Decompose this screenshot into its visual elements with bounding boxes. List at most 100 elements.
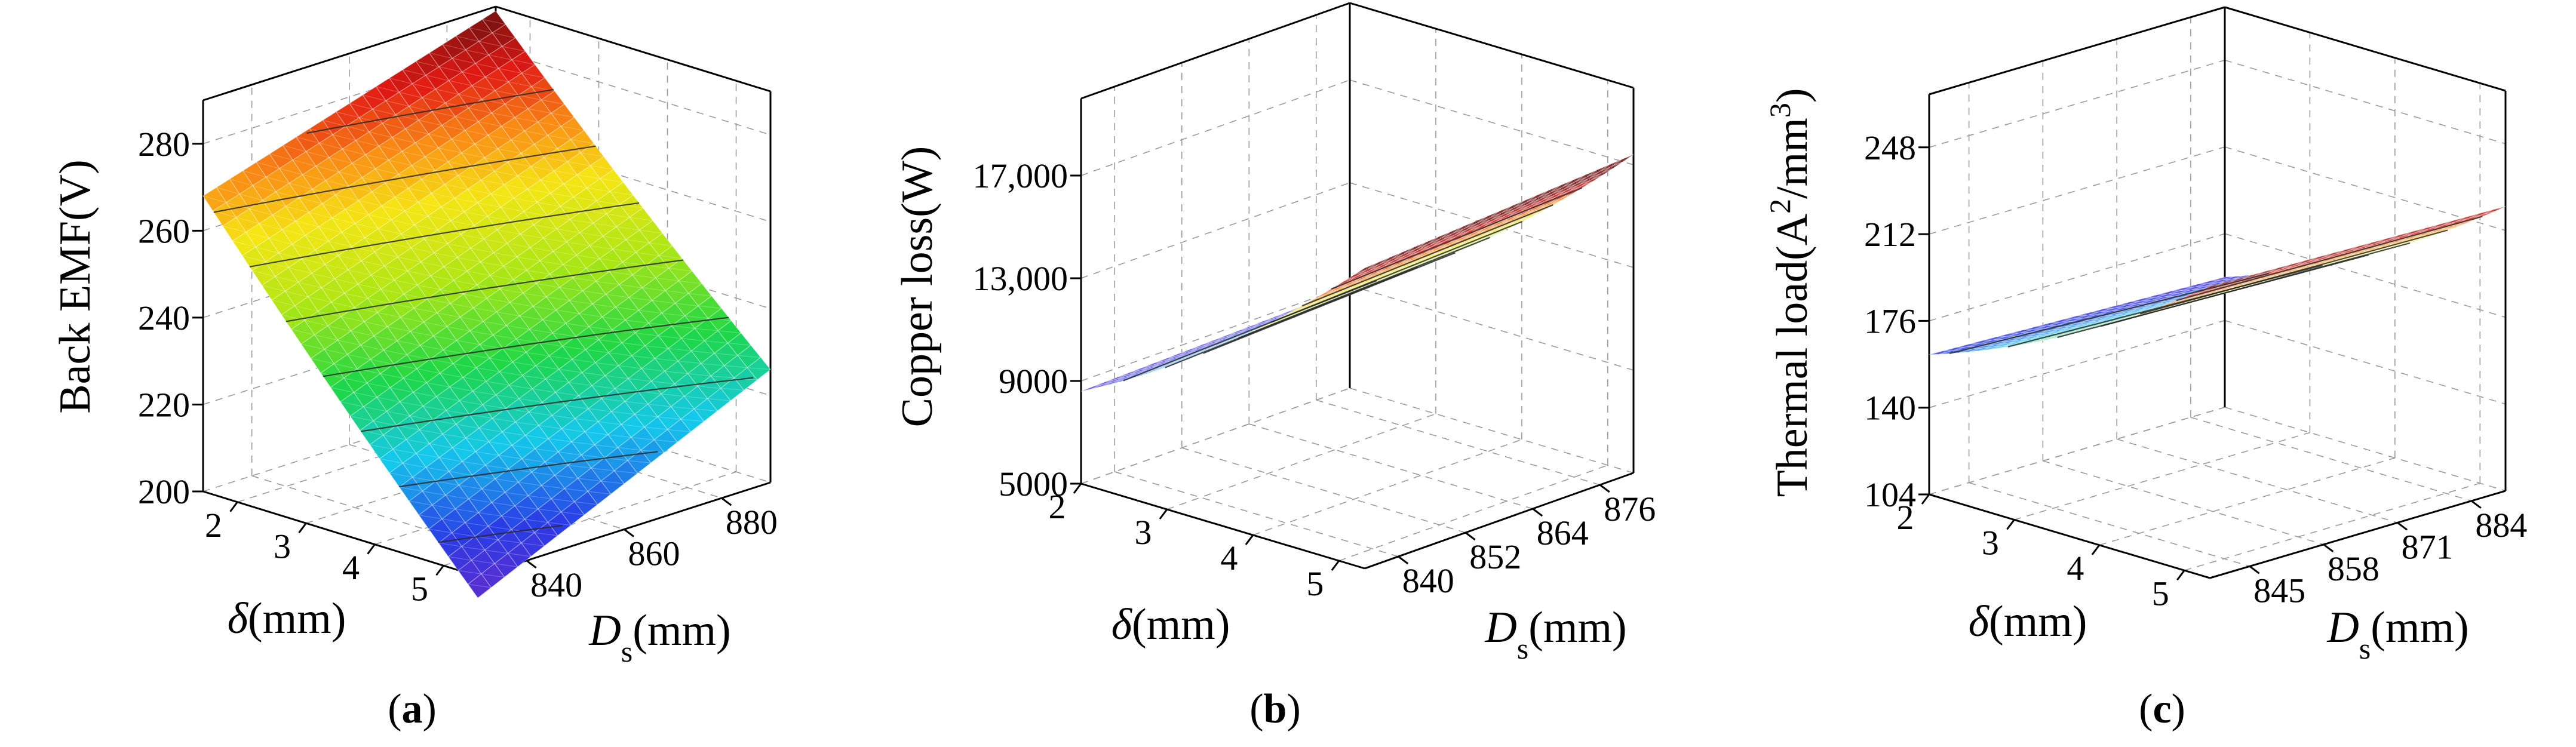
surface-mesh-diagonal	[525, 435, 549, 439]
contour-line	[285, 259, 684, 322]
floor-grid-ds	[447, 413, 722, 499]
surface-mesh-diagonal	[481, 573, 505, 578]
surface-mesh-diagonal	[324, 349, 348, 355]
surface-mesh-diagonal	[567, 161, 591, 166]
surface-mesh-diagonal	[558, 451, 582, 456]
floor-grid-delta	[2099, 457, 2396, 546]
surface-mesh-diagonal	[369, 131, 392, 138]
surface-mesh-diagonal	[403, 378, 427, 383]
surface-mesh-diagonal	[391, 219, 415, 226]
surface-mesh-diagonal	[475, 63, 499, 69]
right-wall-grid-z	[495, 223, 771, 309]
surface-mesh-diagonal	[566, 241, 590, 247]
surface-mesh-diagonal	[456, 423, 480, 429]
surface-mesh-diagonal	[345, 208, 369, 216]
surface-mesh-diagonal	[505, 492, 529, 496]
contour-lines	[213, 88, 754, 543]
surface-mesh-diagonal	[482, 19, 506, 25]
surface-mesh-diagonal	[409, 500, 432, 506]
surface-mesh-diagonal	[483, 321, 506, 326]
surface-mesh-diagonal	[438, 147, 462, 153]
surface-mesh-diagonal	[358, 284, 382, 290]
surface-mesh-diagonal	[635, 333, 659, 336]
surface-mesh-diagonal	[1459, 235, 1482, 247]
surface-mesh-diagonal	[684, 315, 708, 319]
surface-mesh-diagonal	[425, 156, 449, 162]
surface-mesh-diagonal	[494, 171, 518, 176]
surface-mesh-diagonal	[1487, 217, 1510, 229]
surface-mesh-diagonal	[724, 365, 748, 368]
surface-mesh-diagonal	[572, 359, 595, 363]
surface-mesh-diagonal	[354, 392, 377, 398]
delta-tick	[2176, 570, 2185, 581]
surface-mesh-diagonal	[490, 193, 514, 199]
surface-mesh-diagonal	[352, 162, 376, 170]
surface-mesh-diagonal	[461, 152, 485, 158]
surface-mesh-diagonal	[289, 183, 313, 190]
surface-mesh-diagonal	[490, 275, 514, 280]
surface-mesh-diagonal	[328, 241, 352, 247]
contour-line	[1270, 220, 1523, 323]
surface-mesh-diagonal	[349, 103, 373, 110]
surface-mesh-diagonal	[275, 276, 299, 283]
surface-mesh-diagonal	[1154, 362, 1177, 371]
surface-mesh-diagonal	[431, 275, 454, 281]
surface-mesh-diagonal	[536, 283, 560, 288]
z-tick-label: 220	[138, 385, 190, 424]
surface-mesh-diagonal	[330, 387, 354, 393]
surface-mesh-diagonal	[415, 142, 439, 149]
surface-mesh-diagonal	[464, 211, 488, 217]
surface-mesh-diagonal	[1470, 220, 1494, 233]
surface-mesh-diagonal	[428, 216, 452, 222]
surface-mesh-diagonal	[615, 307, 639, 311]
surface-mesh-diagonal	[432, 111, 456, 117]
surface-mesh-diagonal	[496, 395, 520, 399]
surface-mesh-diagonal	[1493, 208, 1516, 222]
surface-mesh-diagonal	[1168, 355, 1191, 364]
surface-mesh-diagonal	[521, 458, 545, 463]
surface-mesh-diagonal	[387, 326, 411, 332]
surface-mesh-diagonal	[355, 140, 379, 147]
surface-mesh-diagonal	[309, 128, 333, 135]
surface-mesh-diagonal	[594, 444, 618, 448]
surface-mesh-diagonal	[484, 238, 508, 244]
surface-mesh-diagonal	[621, 424, 645, 428]
surface-mesh-diagonal	[1176, 348, 1199, 356]
surface-mesh-diagonal	[314, 334, 338, 341]
surface-mesh-diagonal	[368, 214, 392, 220]
surface-mesh-diagonal	[720, 388, 744, 391]
surface-mesh-diagonal	[465, 130, 489, 136]
surface-mesh-diagonal	[465, 522, 489, 527]
surface-mesh-diagonal	[647, 404, 671, 407]
surface-mesh-diagonal	[388, 159, 412, 166]
surface-mesh-diagonal	[271, 300, 295, 306]
surface-mesh-diagonal	[1414, 256, 1437, 267]
surface-mesh-diagonal	[1495, 220, 1518, 232]
ds-axis-label: Ds(mm)	[2326, 603, 2468, 665]
surface-mesh	[1080, 154, 1634, 392]
surface-mesh-diagonal	[302, 174, 326, 181]
surface-mesh-diagonal	[470, 248, 494, 253]
surface-mesh-diagonal	[1483, 225, 1506, 237]
surface-mesh-diagonal	[641, 368, 665, 372]
surface-mesh-diagonal	[390, 387, 414, 393]
delta-axis-label: δ(mm)	[228, 594, 346, 643]
surface-mesh-diagonal	[1150, 359, 1173, 368]
surface-mesh-diagonal	[415, 225, 438, 230]
ds-tick	[624, 528, 634, 537]
surface-mesh-diagonal	[671, 406, 695, 410]
surface-mesh-diagonal	[446, 410, 469, 415]
surface-mesh-diagonal	[563, 264, 587, 269]
surface-mesh-diagonal	[308, 296, 331, 303]
left-wall-grid-z	[1929, 233, 2225, 322]
surface-mesh-diagonal	[668, 268, 692, 272]
surface-mesh-diagonal	[1215, 332, 1238, 340]
surface-mesh-diagonal	[1538, 198, 1561, 210]
surface-mesh-diagonal	[441, 125, 465, 131]
surface-mesh-diagonal	[429, 53, 453, 59]
surface-mesh-diagonal	[1113, 374, 1136, 382]
surface-mesh-diagonal	[1601, 161, 1624, 174]
axis-box-edge	[202, 490, 478, 577]
surface-mesh-diagonal	[524, 519, 548, 523]
